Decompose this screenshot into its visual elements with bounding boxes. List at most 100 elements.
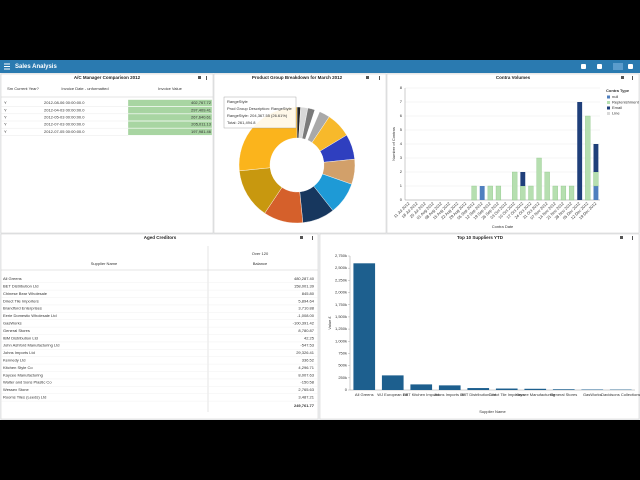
menu-icon[interactable] bbox=[4, 63, 10, 70]
bar bbox=[512, 171, 518, 201]
x-tick-label: GasWorks bbox=[583, 392, 602, 397]
group-header: Over 120 bbox=[252, 251, 269, 256]
x-tick-label: Kaycee Manufacturing bbox=[515, 392, 555, 397]
table-cell: General Stores bbox=[3, 328, 30, 333]
table-cell: Wessex Stone bbox=[3, 387, 29, 392]
value-cell bbox=[127, 113, 213, 121]
table-cell: -100,391.42 bbox=[293, 320, 315, 325]
table-cell: 336.52 bbox=[302, 357, 315, 362]
content: Sm Current Year? Invoice Date - unformatt… bbox=[1, 85, 640, 414]
bar bbox=[479, 186, 485, 200]
tooltip-line: Total: 261,494.8 bbox=[227, 120, 256, 125]
panel-icons[interactable] bbox=[198, 76, 633, 240]
table-cell: 2012-08-06 00:00:00.0 bbox=[44, 100, 85, 105]
bar bbox=[593, 171, 599, 187]
bar bbox=[410, 384, 433, 390]
table-cell: 3,487.21 bbox=[298, 394, 314, 399]
legend-swatch bbox=[607, 95, 610, 99]
table-cell: -1,008.00 bbox=[297, 313, 315, 318]
value-cell bbox=[127, 99, 213, 107]
bar bbox=[487, 185, 493, 201]
tooltip-line: RangeStyle: 204,367.55 (26.61%) bbox=[227, 113, 288, 118]
table-cell: 158,001.39 bbox=[294, 283, 315, 288]
header-bar bbox=[0, 60, 640, 73]
table-cell: -150.58 bbox=[300, 380, 314, 385]
table-cell: Rooms Tiles (Leeds) Ltd bbox=[3, 394, 46, 399]
table-cell: 845.80 bbox=[302, 291, 315, 296]
column-header: Sm Current Year? bbox=[7, 86, 40, 91]
value-cell bbox=[127, 121, 213, 129]
y-tick-label: 1,750k bbox=[335, 302, 347, 307]
y-tick-label: 2,750k bbox=[335, 253, 347, 258]
bar bbox=[585, 115, 591, 201]
y-tick-label: 750k bbox=[338, 351, 347, 356]
bar bbox=[471, 185, 477, 201]
y-tick-label: 2,500k bbox=[335, 265, 347, 270]
table-cell: 2,765.63 bbox=[298, 387, 314, 392]
table-cell: 480,287.40 bbox=[294, 276, 315, 281]
table-cell: Y bbox=[4, 129, 7, 134]
column-header: Invoice Value bbox=[158, 86, 182, 91]
column-header: Invoice Date - unformatted bbox=[61, 86, 108, 91]
bar bbox=[560, 185, 567, 201]
bar bbox=[520, 185, 526, 201]
table-cell: GasWorks bbox=[3, 320, 22, 325]
table-cell: IBM Distribution Ltd bbox=[3, 335, 38, 340]
table-cell: Kaycee Manufacturing bbox=[3, 372, 43, 377]
legend-swatch bbox=[607, 106, 610, 110]
bar bbox=[568, 185, 575, 201]
y-tick-label: 2 bbox=[400, 169, 403, 174]
table-cell: 205,011.13 bbox=[191, 122, 211, 127]
table-cell: 42.25 bbox=[304, 335, 315, 340]
legend-label: Email bbox=[612, 105, 622, 110]
table-cell: Johns Imports Ltd bbox=[3, 350, 35, 355]
tooltip-line: Prod Group Description: RangeStyle bbox=[227, 106, 292, 111]
x-axis-title: Supplier Name bbox=[479, 409, 506, 414]
bar bbox=[593, 144, 599, 172]
table-cell: Brandford Enterprises bbox=[3, 306, 42, 311]
bar bbox=[467, 388, 490, 390]
table-cell: Kitchen Style Co bbox=[3, 365, 33, 370]
table-cell: 2012-05-03 00:00:00.0 bbox=[44, 114, 85, 119]
bar bbox=[438, 385, 461, 390]
table-cell: Y bbox=[4, 107, 7, 112]
table-cell: All Greens bbox=[3, 276, 22, 281]
app-title: Sales Analysis bbox=[15, 64, 57, 70]
legend-label: null bbox=[612, 94, 618, 99]
tooltip-box bbox=[223, 96, 297, 129]
y-tick-label: 2,250k bbox=[335, 277, 347, 282]
x-tick-label: BET Kitchen Imports bbox=[403, 392, 440, 397]
toolbar-icons[interactable] bbox=[581, 63, 633, 70]
bar bbox=[593, 186, 599, 200]
bar bbox=[552, 389, 575, 390]
legend-label: Replenishment bbox=[612, 100, 640, 105]
table-cell: 267,640.61 bbox=[191, 114, 212, 119]
table-cell: 5,894.64 bbox=[298, 298, 314, 303]
y-tick-label: 500k bbox=[338, 363, 347, 368]
bar bbox=[353, 263, 376, 390]
x-tick-label: BET Distribution Ltd bbox=[461, 392, 497, 397]
panel-title: A/C Manager Comparison 2012 bbox=[74, 75, 141, 80]
panel-title: Top 10 Suppliers YTD bbox=[457, 235, 504, 240]
column-header: Balance bbox=[253, 261, 268, 266]
panel bbox=[0, 73, 214, 234]
bar bbox=[495, 388, 518, 390]
y-tick-label: 250k bbox=[338, 375, 347, 380]
bar bbox=[577, 102, 583, 200]
y-tick-label: 0 bbox=[345, 387, 348, 392]
table-cell: John Ashford Manufacturing Ltd bbox=[3, 343, 59, 348]
x-tick-label: Johns Imports Ltd bbox=[434, 392, 466, 397]
panel-title: Contra Volumes bbox=[496, 75, 531, 80]
table-cell: 2012-07-03 00:00:00.0 bbox=[44, 122, 85, 127]
table-cell: 8,007.63 bbox=[298, 372, 314, 377]
column-header: Supplier Name bbox=[91, 261, 118, 266]
table-cell: 2012-04-03 00:00:00.0 bbox=[44, 107, 85, 112]
y-tick-label: 5 bbox=[400, 127, 403, 132]
panel bbox=[0, 233, 319, 420]
table-cell: Eerie Domestic Wholesale Ltd bbox=[3, 313, 57, 318]
table-cell: Y bbox=[4, 122, 7, 127]
table-cell: 4,296.71 bbox=[298, 365, 314, 370]
y-tick-label: 1,500k bbox=[335, 314, 347, 319]
x-tick-label: WJ European Ltd bbox=[377, 392, 408, 397]
